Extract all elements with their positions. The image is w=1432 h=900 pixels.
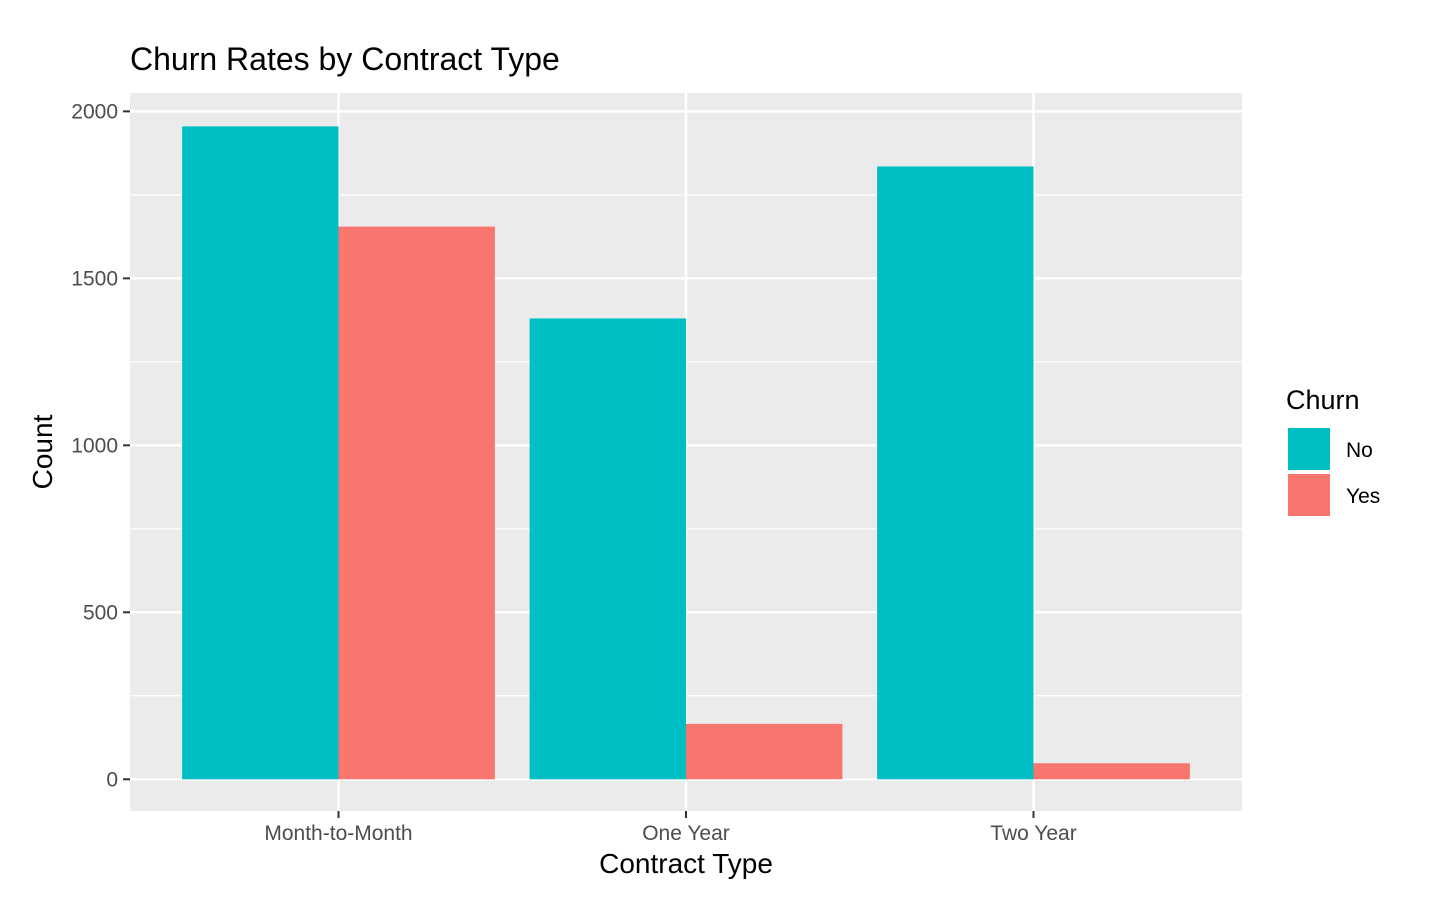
x-tick-label: One Year [642,822,730,845]
legend: Churn No Yes [1286,385,1380,518]
legend-title: Churn [1286,385,1360,415]
bar-no-2 [877,166,1034,780]
legend-key-yes [1286,472,1332,518]
bar-yes-1 [686,723,843,780]
y-tick-label: 1500 [71,267,118,290]
y-tick-label: 500 [83,601,118,624]
y-axis: 0 500 1000 1500 2000 [71,100,130,791]
bar-yes-0 [338,226,495,780]
y-tick-label: 0 [106,768,118,791]
bars-layer [182,126,1190,780]
legend-items: No Yes [1286,426,1380,518]
x-tick-label: Two Year [990,822,1076,845]
bar-no-0 [182,126,339,780]
x-axis: Month-to-Month One Year Two Year [264,811,1077,845]
legend-label-no: No [1346,439,1373,462]
bar-no-1 [529,318,686,780]
legend-label-yes: Yes [1346,485,1380,508]
x-tick-label: Month-to-Month [264,822,412,845]
legend-key-no [1286,426,1332,472]
y-tick-label: 1000 [71,434,118,457]
y-tick-label: 2000 [71,100,118,123]
y-axis-title: Count [27,414,58,489]
chart-title: Churn Rates by Contract Type [130,41,560,77]
bar-yes-2 [1033,763,1190,780]
x-axis-title: Contract Type [599,848,773,879]
